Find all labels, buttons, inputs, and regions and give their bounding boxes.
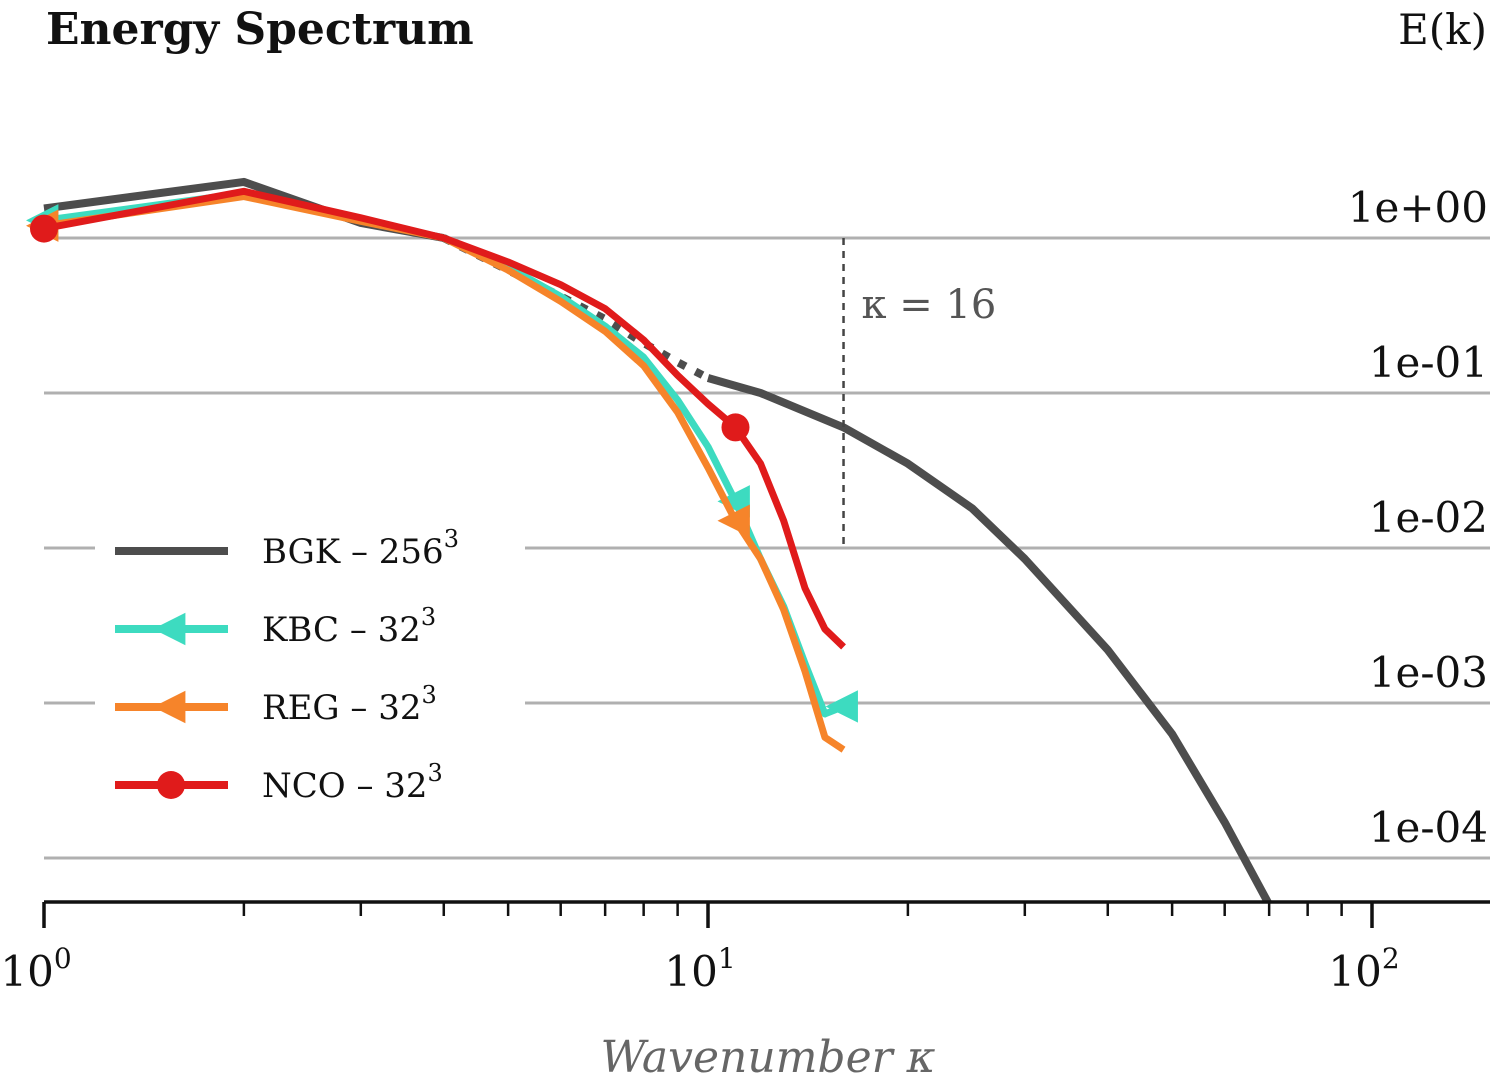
labels-layer: Energy Spectrum E(k) Wavenumber κ [46, 4, 1487, 1083]
chart-title: Energy Spectrum [46, 4, 474, 55]
kappa-16-label: κ = 16 [862, 282, 997, 328]
x-axis-label: Wavenumber κ [600, 1032, 935, 1083]
y-axis-label: E(k) [1398, 5, 1487, 54]
legend-marker [153, 690, 186, 724]
annotation-layer: κ = 16 [842, 238, 997, 548]
x-tick-label: 100 [0, 942, 71, 996]
data-point-marker [825, 690, 858, 723]
legend-label: BGK – 2563 [262, 525, 459, 572]
y-tick-label: 1e-01 [1369, 338, 1488, 387]
y-tick-label: 1e+00 [1348, 183, 1488, 232]
series-layer [26, 177, 1273, 902]
x-tick-label: 102 [1328, 942, 1399, 996]
legend-label: REG – 323 [262, 681, 437, 728]
x-axis: 100 101 102 [0, 900, 1490, 996]
x-tick-label: 101 [664, 942, 735, 996]
legend-marker [153, 612, 186, 646]
y-tick-label: 1e-04 [1369, 803, 1488, 852]
y-tick-label: 1e-03 [1369, 648, 1488, 697]
legend-label: NCO – 323 [262, 759, 443, 806]
data-point-marker [721, 413, 750, 442]
legend-background [95, 515, 525, 815]
legend-marker [157, 771, 185, 799]
data-point-marker [717, 504, 750, 537]
y-tick-label: 1e-02 [1369, 493, 1488, 542]
grid-layer: 1e+00 1e-01 1e-02 1e-03 1e-04 [44, 183, 1490, 860]
legend-label: KBC – 323 [262, 603, 436, 650]
series-line [43, 187, 846, 650]
series-nco [30, 187, 846, 650]
legend: BGK – 2563 KBC – 323 REG – 323 NCO – 323 [95, 515, 525, 815]
series-line-solid [706, 374, 1273, 902]
data-point-marker [30, 214, 58, 243]
